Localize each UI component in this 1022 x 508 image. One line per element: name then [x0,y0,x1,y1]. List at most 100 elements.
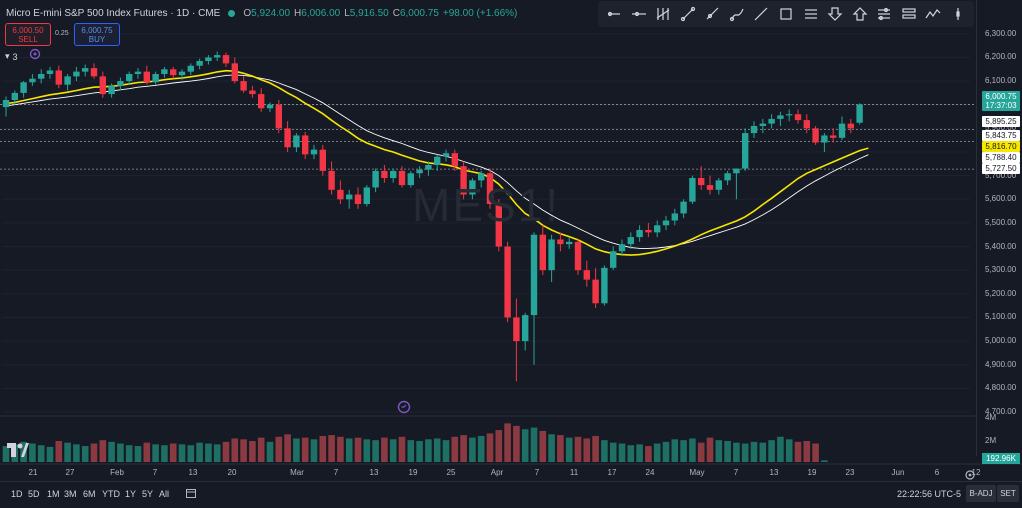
time-axis-label: 17 [607,468,617,477]
price-axis[interactable] [976,0,1022,456]
candle-body [654,225,661,233]
volume-bar [495,430,503,462]
change-value: +98.00 (+1.66%) [442,7,518,19]
volume-bar [55,441,63,462]
list-icon[interactable] [899,4,919,24]
range-button-all[interactable]: All [159,489,170,499]
volume-bar [293,438,300,462]
volume-bar [645,446,652,462]
candle-body [310,149,318,155]
candle-body [574,241,582,271]
time-axis-label: 12 [971,468,981,477]
volume-bar [504,423,511,462]
candle-body [847,123,854,129]
buy-price: 6,000.75 [81,25,113,35]
range-button-1m[interactable]: 1M [47,489,60,499]
candle-body [99,76,106,95]
trend-line-icon[interactable] [678,4,698,24]
zigzag-icon[interactable] [923,4,943,24]
range-button-ytd[interactable]: YTD [102,489,120,499]
volume-bar [310,439,318,462]
volume-bar [81,446,89,462]
volume-bar [90,443,98,462]
range-button-3m[interactable]: 3M [64,489,77,499]
indicators-toggle[interactable]: ▾ 3 [5,51,18,62]
candle-body [381,170,388,178]
candle-body [733,168,740,174]
volume-bar [46,446,54,462]
range-button-5y[interactable]: 5Y [142,489,154,499]
range-button-1d[interactable]: 1D [11,489,23,499]
line-icon[interactable] [751,4,771,24]
volume-bar [231,438,239,462]
candle-body [662,220,670,226]
volume-axis-label-4m: 4M [985,413,997,422]
indicator-settings-icon[interactable] [29,48,41,60]
volume-bar [741,443,749,462]
volume-bar [759,442,767,462]
candle-body [214,55,221,58]
horizontal-ray-icon[interactable] [604,4,624,24]
volume-bar [442,440,450,462]
price-axis-label: 5,500.00 [985,217,1017,227]
settlement-button[interactable]: SET [997,485,1019,502]
sliders-icon[interactable] [874,4,894,24]
sell-button[interactable]: 6,000.50 SELL [5,23,51,46]
volume-bar [284,434,291,462]
candle-body [742,133,749,169]
candle-body [293,135,300,148]
back-adjust-button[interactable]: B-ADJ [966,485,996,502]
candle-body [90,68,98,77]
range-button-6m[interactable]: 6M [83,489,96,499]
arrow-down-icon[interactable] [825,4,845,24]
volume-bar [117,443,124,462]
brush-icon[interactable] [727,4,747,24]
market-status-icon [228,9,236,17]
buy-button[interactable]: 6,000.75 BUY [74,23,120,46]
volume-bar [161,445,168,462]
cursor-icon[interactable] [948,4,968,24]
volume-bar [821,460,828,462]
volume-bar [240,439,247,462]
volume-bar [777,436,784,462]
volume-bar [363,439,371,462]
candle-body [398,170,406,186]
volume-bar [134,446,142,462]
arrow-up-icon[interactable] [850,4,870,24]
time-axis-label: 7 [534,468,540,477]
ma-slow-tag: 5,788.40 [982,152,1020,163]
gear-icon[interactable] [964,469,976,481]
price-axis-label: 4,700.00 [985,407,1017,416]
candle-body [55,70,62,85]
ray-icon[interactable] [702,4,722,24]
candle-body [698,178,705,186]
candle-body [601,267,608,304]
candle-body [768,118,775,124]
spread-value: 0.25 [55,30,69,37]
alert-clock-icon[interactable] [397,400,411,414]
horizontal-line-icon[interactable] [629,4,649,24]
calendar-range-icon[interactable] [185,487,197,499]
candle-body [442,153,450,157]
range-button-5d[interactable]: 5D [28,489,40,499]
range-button-1y[interactable]: 1Y [125,489,137,499]
high-value: 6,006.00 [301,7,341,19]
price-axis-label: 4,900.00 [985,359,1017,369]
clock-timezone[interactable]: 22:22:56 UTC-5 [897,489,962,499]
candle-body [671,213,678,221]
candle-body [416,169,423,174]
volume-bar [750,441,758,462]
candle-body [354,194,362,204]
volume-bar [108,441,115,462]
volume-axis-label-2m: 2M [985,436,997,445]
candle-body [284,128,291,148]
text-lines-icon[interactable] [801,4,821,24]
rectangle-icon[interactable] [776,4,796,24]
symbol-title[interactable]: Micro E-mini S&P 500 Index Futures · 1D … [6,7,221,19]
open-label: O [243,7,252,19]
fib-icon[interactable] [653,4,673,24]
price-axis-label: 5,300.00 [985,265,1017,275]
volume-bar [583,438,591,462]
candle-body [812,128,819,143]
